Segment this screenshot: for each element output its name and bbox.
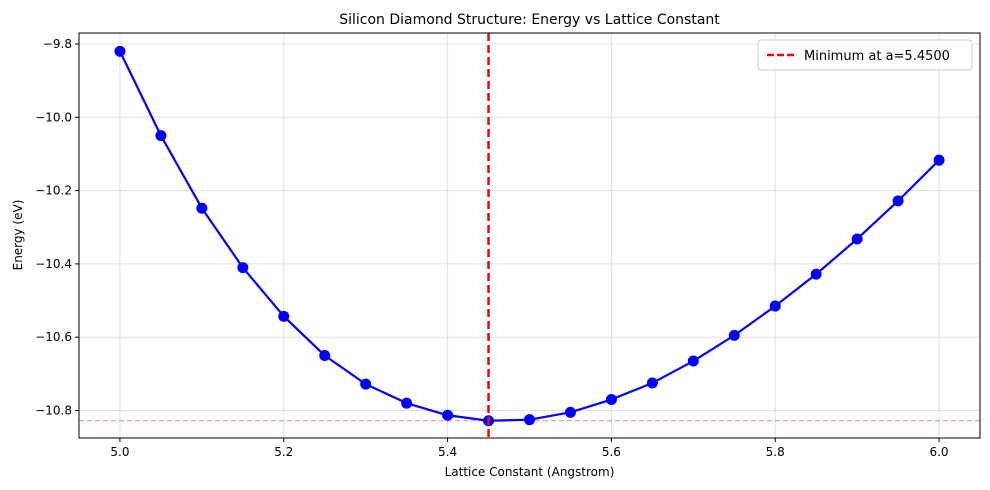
data-point xyxy=(319,350,331,362)
data-point xyxy=(605,394,617,406)
data-point xyxy=(524,414,535,426)
data-point xyxy=(442,409,454,421)
data-point xyxy=(851,233,863,245)
data-point xyxy=(196,202,208,214)
data-point xyxy=(769,300,781,312)
legend: Minimum at a=5.4500 xyxy=(757,39,973,71)
data-point xyxy=(278,310,290,322)
data-point xyxy=(155,130,167,142)
y-tick-label: −10.8 xyxy=(35,404,72,418)
y-tick-label: −9.8 xyxy=(43,37,72,51)
plot-frame xyxy=(78,32,981,439)
x-axis-label: Lattice Constant (Angstrom) xyxy=(445,465,615,479)
y-tick-label: −10.4 xyxy=(35,257,72,271)
x-tick-label: 5.8 xyxy=(766,445,785,459)
data-point xyxy=(810,268,822,280)
legend-label: Minimum at a=5.4500 xyxy=(804,49,950,64)
data-point xyxy=(687,355,699,367)
data-point xyxy=(646,377,658,389)
y-tick-label: −10.0 xyxy=(35,110,72,124)
data-point xyxy=(237,262,249,274)
energy-series xyxy=(114,45,945,427)
y-axis-ticks: −9.8 −10.0 −10.2 −10.4 −10.6 −10.8 xyxy=(35,37,79,418)
x-tick-label: 5.4 xyxy=(438,445,457,459)
legend-box xyxy=(757,39,973,71)
data-point xyxy=(892,195,904,207)
x-axis-ticks: 5.0 5.2 5.4 5.6 5.8 6.0 xyxy=(110,438,949,459)
y-axis-label: Energy (eV) xyxy=(11,200,25,271)
y-tick-label: −10.6 xyxy=(35,330,72,344)
data-point xyxy=(728,329,740,341)
x-tick-label: 5.0 xyxy=(110,445,129,459)
data-point xyxy=(401,397,413,409)
data-point xyxy=(360,378,372,390)
data-point xyxy=(114,45,126,57)
x-tick-label: 5.6 xyxy=(602,445,621,459)
data-point xyxy=(564,406,576,418)
data-point xyxy=(933,154,945,166)
x-tick-label: 6.0 xyxy=(929,445,948,459)
x-tick-label: 5.2 xyxy=(274,445,293,459)
chart-title: Silicon Diamond Structure: Energy vs Lat… xyxy=(339,12,720,28)
y-tick-label: −10.2 xyxy=(35,184,72,198)
plot-area-background xyxy=(79,33,980,438)
